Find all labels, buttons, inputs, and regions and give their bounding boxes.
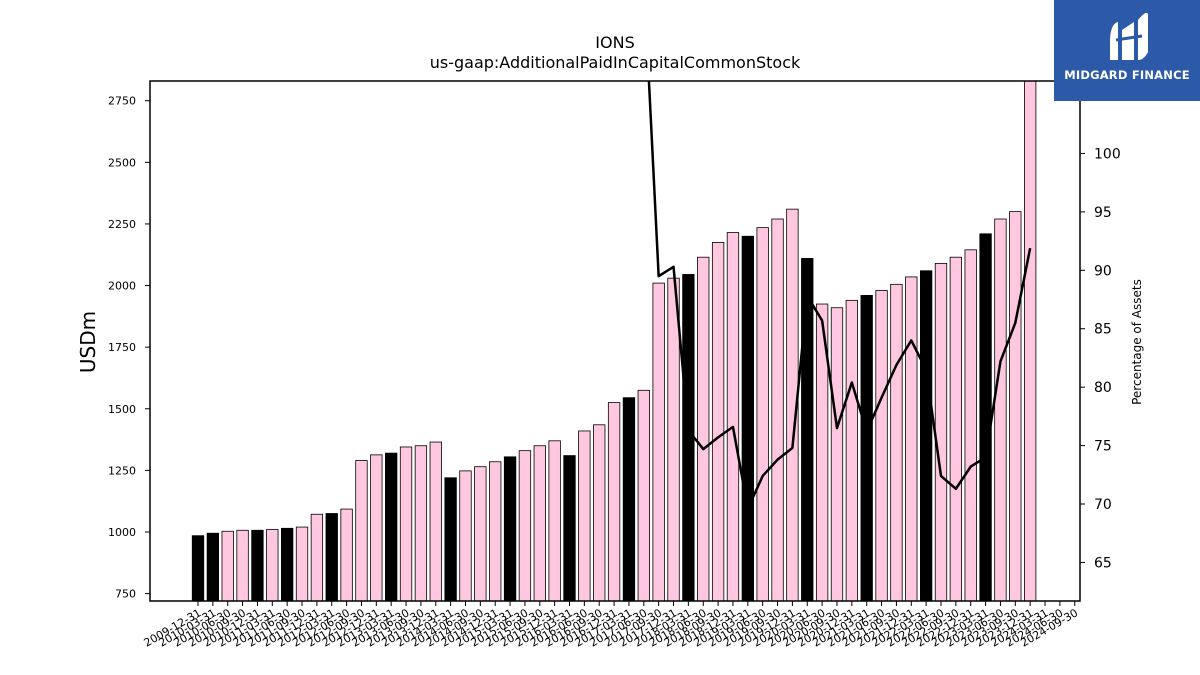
y-tick-label: 1000 <box>108 526 136 539</box>
y-tick-label: 1250 <box>108 464 136 477</box>
y2-tick-label: 85 <box>1094 322 1112 338</box>
y2-tick-label: 70 <box>1094 497 1112 513</box>
logo-text: MIDGARD FINANCE <box>1064 68 1190 82</box>
bar-2010-06-30 <box>221 530 234 602</box>
bar-2012-06-30 <box>340 508 353 602</box>
y-tick-label: 2750 <box>108 95 136 108</box>
bar-2010-12-31 <box>251 529 264 602</box>
bar-2019-03-31 <box>741 235 754 602</box>
y2-tick-label: 95 <box>1094 205 1112 221</box>
bar-2021-03-31 <box>860 295 873 602</box>
bar-2017-03-31 <box>622 397 636 602</box>
bar-2020-12-31 <box>845 299 858 602</box>
bars-group <box>191 80 1037 602</box>
bar-2010-03-31 <box>206 532 220 602</box>
bar-2014-03-31 <box>444 477 457 602</box>
bar-2017-06-30 <box>637 389 650 602</box>
bar-2014-06-30 <box>459 470 472 602</box>
y-tick-label: 2500 <box>108 156 136 169</box>
y2-tick-label: 75 <box>1094 439 1112 455</box>
y-tick-label: 1500 <box>108 403 136 416</box>
plot-frame <box>149 80 1081 602</box>
bar-2021-12-31 <box>905 276 918 602</box>
bar-2022-03-31 <box>919 270 933 602</box>
bar-2010-09-30 <box>236 529 249 602</box>
bar-2015-09-30 <box>533 445 546 602</box>
bar-2018-09-30 <box>711 242 725 602</box>
bar-2019-06-30 <box>756 227 769 602</box>
bar-2015-03-31 <box>503 456 517 602</box>
bar-2020-09-30 <box>830 307 844 602</box>
y-axis-ticks: 750 1000 1250 1500 1750 2000 2250 2500 2750 <box>108 95 150 601</box>
brand-logo: MIDGARD FINANCE <box>1054 0 1200 101</box>
percentage-line <box>647 81 1032 510</box>
y2-axis-label: Percentage of Assets <box>1130 279 1144 405</box>
bar-2014-12-31 <box>489 461 502 602</box>
chart-title: IONS <box>595 33 634 52</box>
bar-2022-09-30 <box>949 256 963 602</box>
y-tick-label: 2000 <box>108 280 136 293</box>
bar-2017-12-31 <box>667 277 680 602</box>
bar-2012-12-31 <box>370 454 383 602</box>
bar-2015-06-30 <box>518 450 532 602</box>
bar-2014-09-30 <box>474 466 487 602</box>
bar-2013-06-30 <box>399 446 413 602</box>
y2-tick-label: 65 <box>1094 555 1112 571</box>
bar-2013-03-31 <box>385 452 398 602</box>
bar-2011-06-30 <box>281 527 294 602</box>
bar-2013-09-30 <box>414 445 428 602</box>
bar-2023-12-31 <box>1024 80 1037 602</box>
bar-2016-12-31 <box>607 402 621 602</box>
y-tick-label: 1750 <box>108 341 136 354</box>
bar-2018-03-31 <box>682 274 695 602</box>
bar-2022-12-31 <box>964 249 977 602</box>
bar-2012-03-31 <box>325 513 338 602</box>
y2-axis-ticks: 65707580859095100105 <box>1080 88 1121 571</box>
bar-2017-09-30 <box>652 282 665 602</box>
bar-2020-03-31 <box>801 258 814 602</box>
bar-2011-03-31 <box>266 529 279 602</box>
bar-2011-09-30 <box>295 526 309 602</box>
y2-tick-label: 90 <box>1094 263 1112 279</box>
bar-2019-09-30 <box>771 218 784 602</box>
bar-2016-06-30 <box>578 430 591 602</box>
chart-subtitle: us-gaap:AdditionalPaidInCapitalCommonSto… <box>430 53 801 72</box>
bar-2011-12-31 <box>310 513 324 602</box>
bar-2012-09-30 <box>355 460 368 602</box>
y-tick-label: 2250 <box>108 218 136 231</box>
bar-2022-06-30 <box>934 262 948 602</box>
bar-2023-09-30 <box>1009 211 1022 602</box>
y2-tick-label: 100 <box>1094 146 1121 162</box>
bar-2016-03-31 <box>563 455 576 602</box>
bar-2021-06-30 <box>875 290 888 602</box>
bar-2018-12-31 <box>726 232 740 602</box>
bar-2013-12-31 <box>429 441 442 602</box>
y2-tick-label: 80 <box>1094 380 1112 396</box>
bar-2021-09-30 <box>890 283 903 602</box>
y-tick-label: 750 <box>115 588 136 601</box>
bar-2016-09-30 <box>593 424 606 602</box>
bar-2009-12-31 <box>191 535 205 602</box>
y-axis-label: USDm <box>76 311 100 373</box>
bar-2023-03-31 <box>979 233 992 602</box>
bar-2018-06-30 <box>697 256 710 602</box>
bar-2015-12-31 <box>548 440 561 602</box>
bar-2023-06-30 <box>994 218 1007 602</box>
midgard-logo-icon <box>1110 12 1148 60</box>
x-axis-ticks: 2009-12-312010-03-312010-06-302010-09-30… <box>142 601 1080 650</box>
